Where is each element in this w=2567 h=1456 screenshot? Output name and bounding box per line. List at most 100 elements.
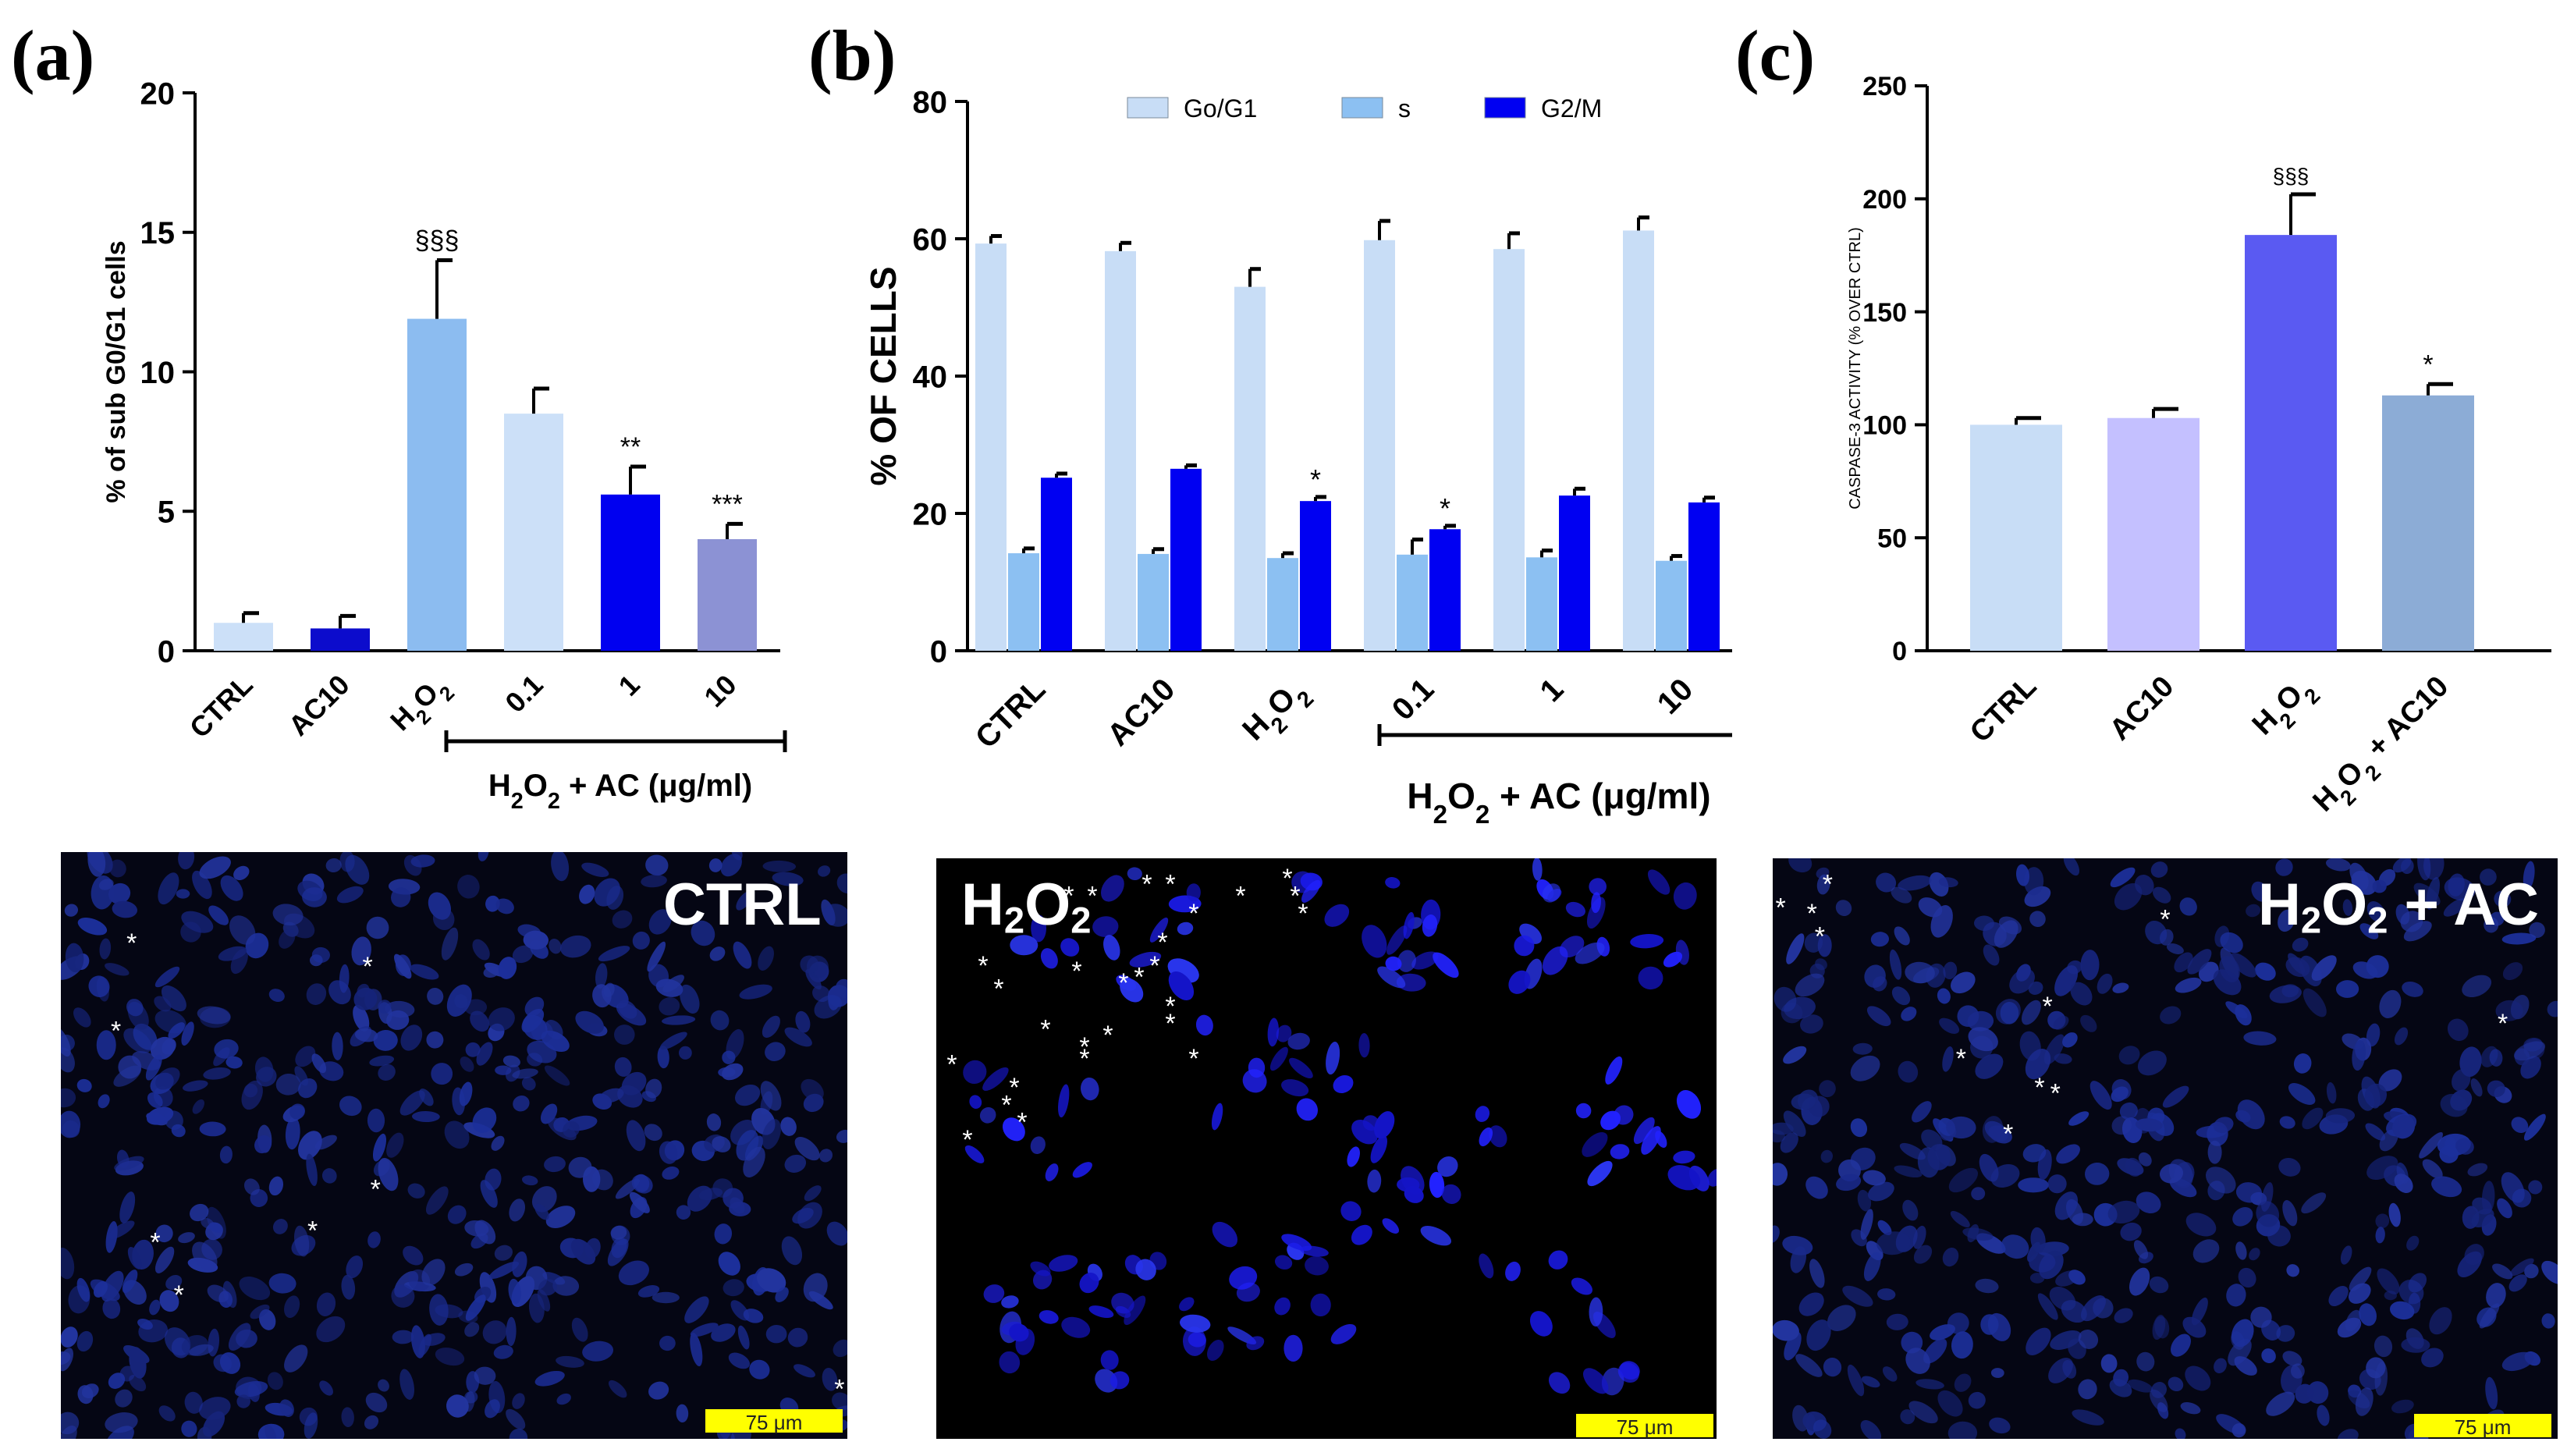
text-part: 10: [1651, 672, 1700, 721]
cell-nucleus: [474, 1220, 496, 1245]
cell-nucleus: [2078, 1379, 2097, 1400]
cell-nucleus: [158, 872, 179, 905]
cell-nucleus: [508, 1278, 521, 1305]
group-label-part: 2: [1475, 801, 1489, 829]
cell-nucleus: [822, 1367, 838, 1391]
cell-nucleus: [1857, 1189, 1872, 1212]
cell-nucleus: [1862, 1170, 1886, 1186]
cell-nucleus: [399, 1369, 414, 1400]
cell-nucleus: [2351, 870, 2377, 895]
significance-mark: **: [620, 432, 641, 462]
cell-nucleus: [460, 1056, 474, 1072]
text-part: + AC10: [2355, 670, 2455, 770]
cell-nucleus: [2495, 1000, 2523, 1021]
cell-nucleus: [207, 1284, 229, 1303]
apoptotic-cell-marker: *: [1149, 951, 1159, 981]
cell-nucleus: [1912, 1225, 1926, 1249]
formula-part: H: [384, 700, 421, 737]
apoptotic-cell-marker: *: [1009, 1073, 1019, 1103]
cell-nucleus: [648, 1381, 669, 1400]
apoptotic-cell-marker: *: [962, 1125, 972, 1155]
cell-nucleus: [2278, 1157, 2301, 1177]
cell-nucleus: [425, 1186, 449, 1215]
cell-nucleus: [2541, 1260, 2558, 1284]
cell-nucleus: [2261, 1348, 2276, 1364]
cell-nucleus: [2485, 1376, 2498, 1410]
cell-nucleus: [470, 1010, 490, 1032]
cell-nucleus: [2213, 1117, 2234, 1134]
cell-nucleus: [1100, 1350, 1119, 1370]
cell-nucleus: [1918, 897, 1943, 918]
cell-nucleus: [181, 1021, 194, 1046]
cell-nucleus: [412, 1110, 440, 1123]
cell-nucleus: [2250, 1306, 2272, 1328]
apoptotic-cell-marker: *: [1017, 1108, 1027, 1138]
cell-nucleus: [2403, 921, 2432, 942]
apoptotic-cell-marker: *: [1235, 882, 1245, 911]
cell-nucleus: [233, 865, 250, 881]
x-tick-label: 0.1: [1386, 672, 1440, 726]
cell-nucleus: [1898, 875, 1932, 891]
cell-nucleus: [2025, 1048, 2051, 1080]
cell-nucleus: [272, 904, 304, 926]
cell-nucleus: [2494, 890, 2512, 907]
cell-nucleus: [1614, 1105, 1634, 1125]
cell-nucleus: [284, 1295, 300, 1319]
cell-nucleus: [2365, 1123, 2386, 1141]
cell-nucleus: [826, 1221, 847, 1246]
cell-nucleus: [1813, 1419, 1832, 1439]
cell-nucleus: [119, 1365, 135, 1382]
cell-nucleus: [2028, 981, 2043, 995]
cell-nucleus: [1984, 1120, 2008, 1142]
cell-nucleus: [512, 945, 534, 964]
cell-nucleus: [2417, 858, 2431, 881]
cell-nucleus: [2337, 1317, 2362, 1338]
cell-nucleus: [2457, 1251, 2482, 1278]
y-tick-label: 20: [913, 497, 948, 531]
cell-nucleus: [772, 872, 804, 886]
cell-nucleus: [662, 975, 684, 993]
cell-nucleus: [316, 1316, 346, 1343]
cell-nucleus: [1868, 1181, 1894, 1202]
cell-nucleus: [1489, 1125, 1507, 1148]
scale-bar-ctrl: 75 μm: [705, 1409, 843, 1433]
cell-nucleus: [2021, 1000, 2041, 1025]
cell-nucleus: [2336, 980, 2359, 998]
y-tick-label: 20: [140, 76, 176, 111]
apoptotic-cell-marker: *: [1815, 922, 1825, 952]
cell-nucleus: [491, 1135, 505, 1151]
cell-nucleus: [1783, 1110, 1806, 1137]
cell-nucleus: [1673, 882, 1697, 910]
text-part: CTRL: [969, 672, 1053, 755]
cell-nucleus: [1889, 949, 1902, 980]
cell-nucleus: [345, 854, 370, 885]
cell-nucleus: [2207, 1140, 2222, 1164]
apoptotic-cell-marker: *: [150, 1227, 160, 1257]
formula-part: H: [2306, 779, 2345, 818]
cell-nucleus: [708, 858, 723, 872]
cell-nucleus: [797, 1202, 822, 1229]
cell-nucleus: [2480, 868, 2497, 886]
cell-nucleus: [1971, 1187, 1986, 1201]
cell-nucleus: [644, 1124, 662, 1142]
text-part: 1: [612, 669, 646, 702]
cell-nucleus: [2359, 923, 2379, 939]
cell-nucleus: [1967, 1010, 1994, 1032]
cell-nucleus: [1900, 1409, 1915, 1425]
legend-swatch: [1341, 97, 1383, 119]
cell-nucleus: [407, 1183, 425, 1199]
apoptotic-cell-marker: *: [2034, 1073, 2044, 1103]
cell-nucleus: [351, 936, 371, 966]
cell-nucleus: [2169, 1177, 2197, 1198]
cell-nucleus: [2400, 911, 2423, 932]
cell-nucleus: [2001, 1234, 2029, 1259]
cell-nucleus: [488, 1007, 515, 1032]
cell-nucleus: [2118, 1046, 2140, 1065]
cell-nucleus: [598, 946, 630, 962]
cell-nucleus: [723, 1279, 744, 1297]
cell-nucleus: [2288, 1083, 2316, 1105]
cell-nucleus: [2056, 1144, 2080, 1164]
cell-nucleus: [476, 1042, 493, 1066]
cell-nucleus: [2191, 1297, 2208, 1326]
cell-nucleus: [1902, 1199, 1919, 1221]
